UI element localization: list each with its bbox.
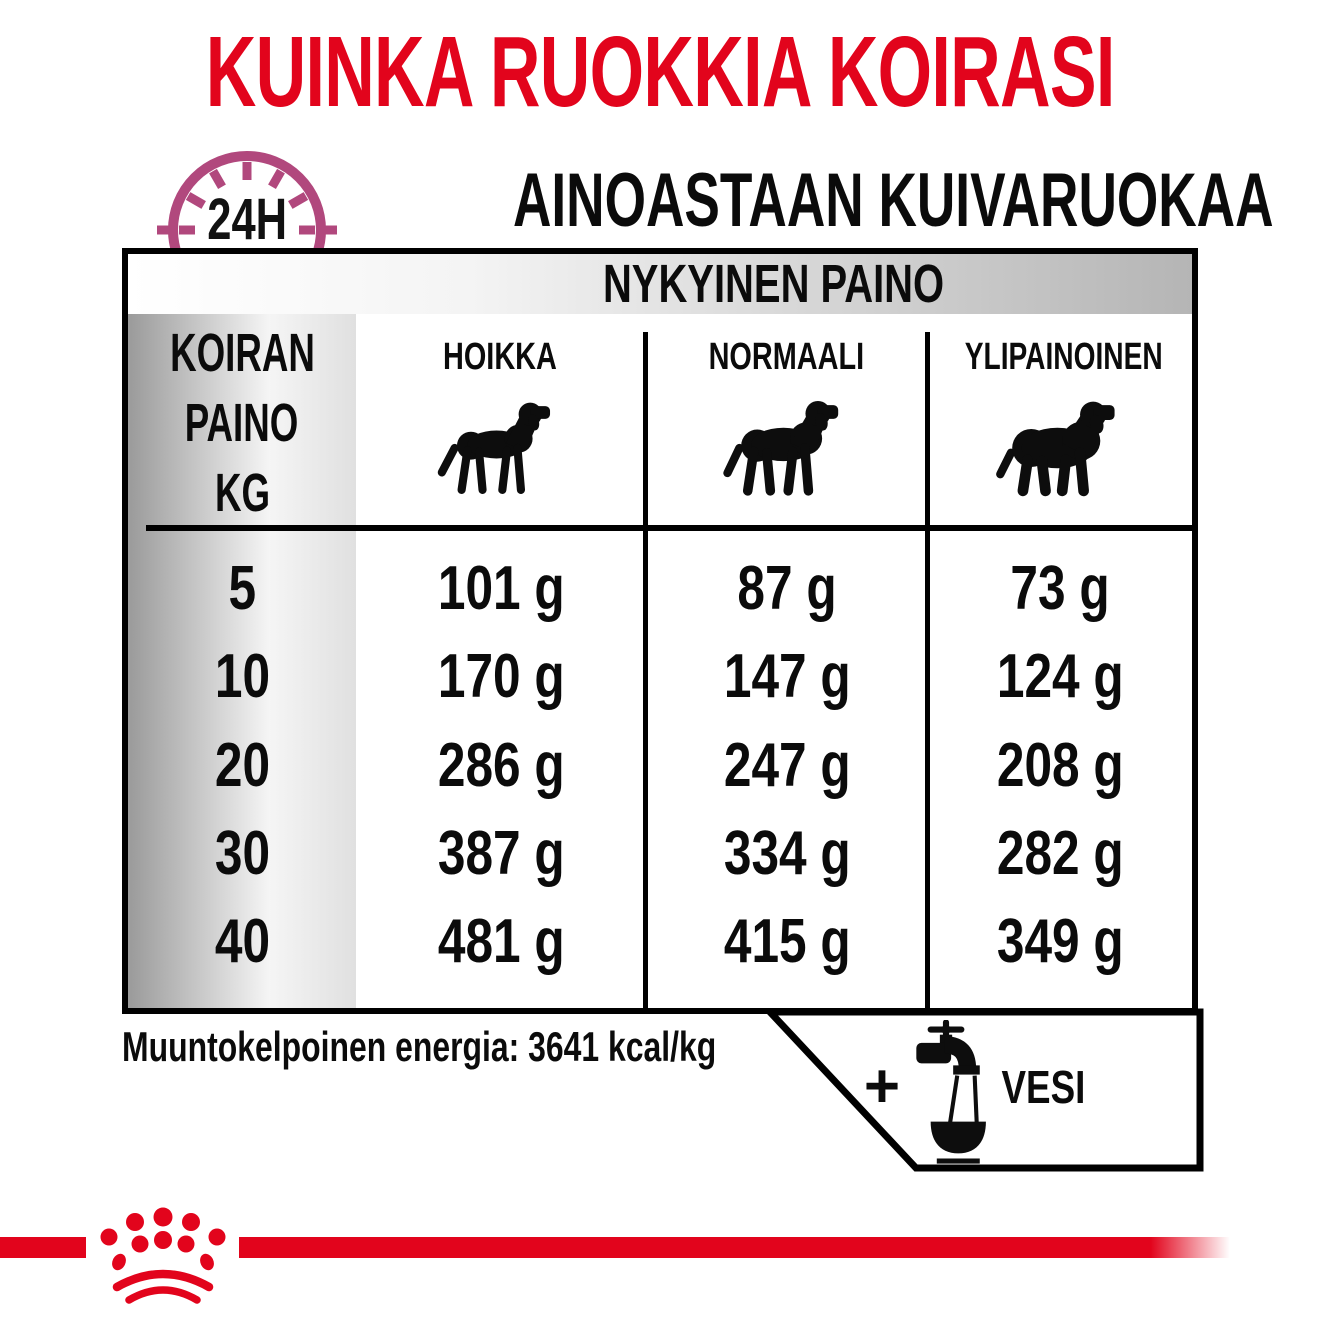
- table-left-column-bg: [128, 314, 356, 1008]
- table-band: [128, 254, 1192, 314]
- weight-cell: 30: [214, 818, 270, 888]
- brand-stripe-left: [0, 1237, 86, 1258]
- weight-cell: 5: [228, 553, 256, 623]
- slim-dog-icon: [436, 398, 564, 503]
- value-cell: 334 g: [723, 818, 851, 888]
- page-title-text: KUINKA RUOKKIA KOIRASI: [205, 16, 1116, 128]
- table-row: 20 286 g 247 g 208 g: [128, 721, 1192, 809]
- dry-food-heading: AINOASTAAN KUIVARUOKAA: [512, 158, 1274, 243]
- normal-dog-icon: [719, 398, 855, 503]
- value-cell: 124 g: [996, 642, 1124, 712]
- dog-weight-header: KOIRAN PAINO KG: [169, 323, 315, 524]
- weight-cell: 40: [214, 907, 270, 977]
- water-label: VESI: [1001, 1061, 1085, 1113]
- table-rows: 5 101 g 87 g 73 g 10 170 g 147 g 124 g 2…: [128, 544, 1192, 986]
- column-hoikka: HOIKKA: [356, 314, 643, 579]
- paw-crown-logo: [96, 1206, 230, 1311]
- ylipainoinen-label: YLIPAINOINEN: [964, 336, 1163, 378]
- value-cell: 73 g: [1010, 553, 1110, 623]
- table-row: 40 481 g 415 g 349 g: [128, 898, 1192, 986]
- plus-sign: +: [863, 1052, 901, 1121]
- weight-cell: 10: [214, 642, 270, 712]
- overweight-dog-icon: [986, 398, 1136, 503]
- header-separator-line: [146, 525, 1192, 531]
- value-cell: 87 g: [737, 553, 837, 623]
- brand-stripe-right: [239, 1237, 1230, 1258]
- hoikka-label: HOIKKA: [442, 336, 557, 378]
- value-cell: 286 g: [437, 730, 565, 800]
- weight-cell: 20: [214, 730, 270, 800]
- water-tap-icon: [902, 1019, 990, 1171]
- value-cell: 349 g: [996, 907, 1124, 977]
- energy-note: Muuntokelpoinen energia: 3641 kcal/kg: [122, 1023, 717, 1070]
- value-cell: 101 g: [437, 553, 565, 623]
- value-cell: 415 g: [723, 907, 851, 977]
- column-ylipainoinen: YLIPAINOINEN: [930, 314, 1192, 579]
- clock-24h-label: 24H: [207, 187, 287, 252]
- value-cell: 247 g: [723, 730, 851, 800]
- column-divider-2: [925, 332, 930, 1008]
- table-row: 5 101 g 87 g 73 g: [128, 544, 1192, 632]
- value-cell: 481 g: [437, 907, 565, 977]
- value-cell: 208 g: [996, 730, 1124, 800]
- column-divider-1: [643, 332, 648, 1008]
- table-cells-area: HOIKKA: [356, 314, 1192, 1008]
- value-cell: 170 g: [437, 642, 565, 712]
- feeding-table: NYKYINEN PAINO KOIRAN PAINO KG HOIKKA: [122, 248, 1198, 1014]
- column-normaali: NORMAALI: [648, 314, 925, 579]
- table-row: 10 170 g 147 g 124 g: [128, 632, 1192, 720]
- value-cell: 147 g: [723, 642, 851, 712]
- value-cell: 387 g: [437, 818, 565, 888]
- normaali-label: NORMAALI: [708, 336, 865, 378]
- current-weight-header: NYKYINEN PAINO: [603, 254, 945, 314]
- table-row: 30 387 g 334 g 282 g: [128, 809, 1192, 897]
- value-cell: 282 g: [996, 818, 1124, 888]
- page-title: KUINKA RUOKKIA KOIRASI: [0, 22, 1320, 122]
- water-callout: [758, 1006, 1210, 1178]
